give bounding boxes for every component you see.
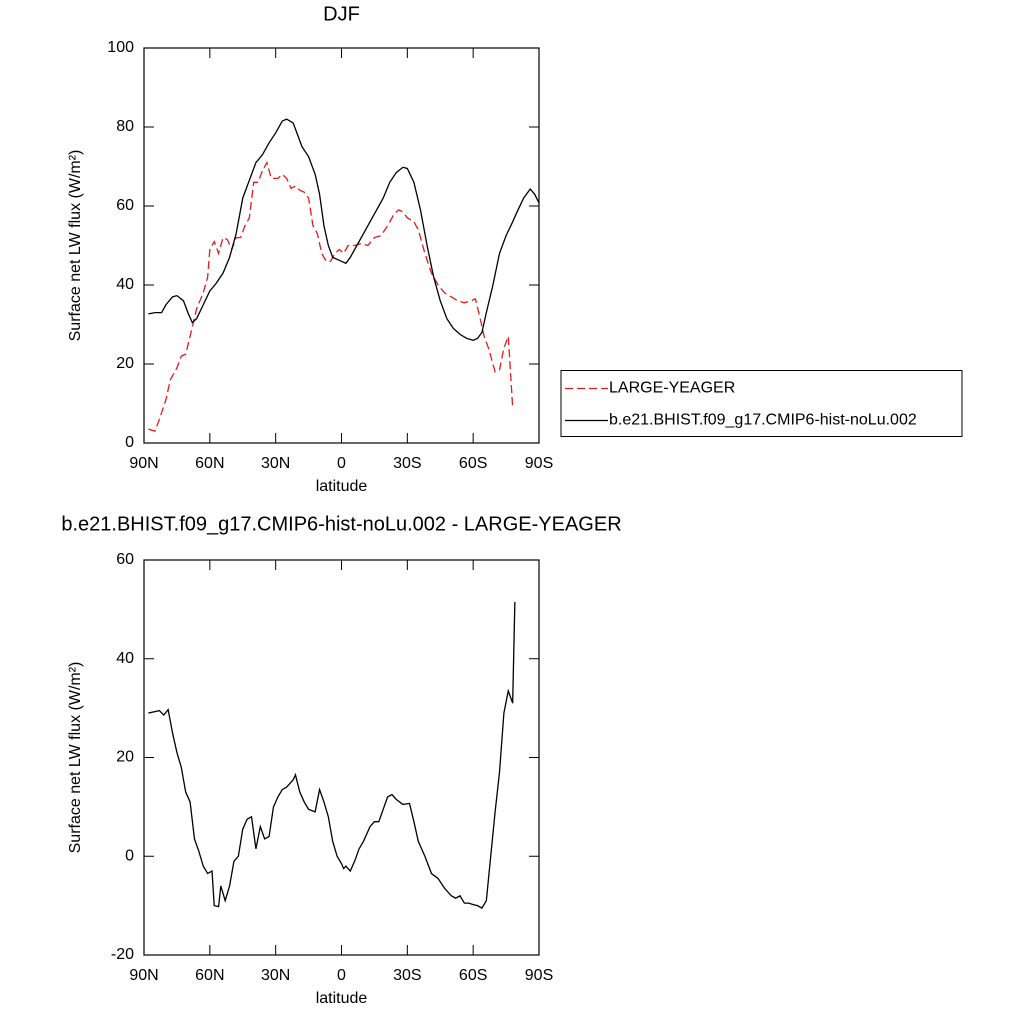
plot-frame: [143, 559, 540, 956]
x-tick-label: 60S: [459, 455, 487, 472]
x-axis-label: latitude: [316, 478, 368, 495]
y-tick-label: 40: [116, 650, 134, 667]
y-tick-label: 20: [116, 749, 134, 766]
chart-title: b.e21.BHIST.f09_g17.CMIP6-hist-noLu.002 …: [61, 513, 621, 535]
x-tick-label: 30N: [261, 967, 290, 984]
y-tick-label: 100: [107, 39, 134, 56]
y-tick-label: 0: [125, 847, 134, 864]
y-tick-label: 60: [116, 197, 134, 214]
x-tick-label: 30S: [393, 967, 421, 984]
x-tick-label: 0: [337, 967, 346, 984]
x-tick-label: 90N: [129, 967, 158, 984]
y-tick-label: 60: [116, 551, 134, 568]
y-axis-label: Surface net LW flux (W/m²): [67, 150, 84, 342]
legend-label: LARGE-YEAGER: [609, 380, 735, 397]
x-tick-label: 60S: [459, 967, 487, 984]
y-tick-label: 80: [116, 118, 134, 135]
x-tick-label: 90N: [129, 455, 158, 472]
x-tick-label: 90S: [525, 455, 553, 472]
y-tick-label: 20: [116, 355, 134, 372]
data-line: [148, 601, 516, 909]
legend-label: b.e21.BHIST.f09_g17.CMIP6-hist-noLu.002: [609, 412, 917, 429]
chart-title: DJF: [323, 3, 360, 25]
x-tick-label: 60N: [195, 455, 224, 472]
x-axis-label: latitude: [316, 990, 368, 1007]
plot-frame: [143, 47, 540, 444]
x-tick-label: 30S: [393, 455, 421, 472]
y-tick-label: -20: [111, 946, 134, 963]
legend-box: [560, 370, 963, 437]
x-tick-label: 60N: [195, 967, 224, 984]
data-line: [148, 118, 540, 341]
y-axis-label: Surface net LW flux (W/m²): [67, 662, 84, 854]
x-tick-label: 30N: [261, 455, 290, 472]
x-tick-label: 90S: [525, 967, 553, 984]
y-tick-label: 0: [125, 434, 134, 451]
y-tick-label: 40: [116, 276, 134, 293]
data-line: [148, 160, 514, 432]
x-tick-label: 0: [337, 455, 346, 472]
